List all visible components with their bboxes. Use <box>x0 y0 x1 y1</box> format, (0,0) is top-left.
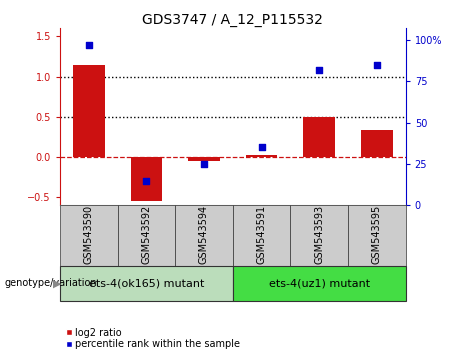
Text: GSM543595: GSM543595 <box>372 205 382 264</box>
Text: GSM543592: GSM543592 <box>142 205 151 264</box>
Text: GSM543593: GSM543593 <box>314 205 324 264</box>
Text: GSM543590: GSM543590 <box>84 205 94 264</box>
Bar <box>348 205 406 266</box>
Bar <box>60 266 233 301</box>
Bar <box>233 205 290 266</box>
Point <box>258 144 266 150</box>
Text: ets-4(uz1) mutant: ets-4(uz1) mutant <box>269 278 370 288</box>
Bar <box>130 157 162 201</box>
Bar <box>303 117 335 157</box>
Bar <box>246 155 278 157</box>
Bar <box>175 205 233 266</box>
Bar <box>118 205 175 266</box>
Bar <box>60 205 118 266</box>
Bar <box>361 131 393 157</box>
Text: ets-4(ok165) mutant: ets-4(ok165) mutant <box>89 278 204 288</box>
Bar <box>73 64 105 157</box>
Point <box>85 42 92 48</box>
Title: GDS3747 / A_12_P115532: GDS3747 / A_12_P115532 <box>142 13 323 27</box>
Text: GSM543591: GSM543591 <box>257 205 266 264</box>
Text: genotype/variation: genotype/variation <box>5 278 97 288</box>
Point <box>200 161 207 167</box>
Text: GSM543594: GSM543594 <box>199 205 209 264</box>
Point <box>373 62 381 68</box>
Point <box>142 178 150 183</box>
Point <box>315 67 323 73</box>
Legend: log2 ratio, percentile rank within the sample: log2 ratio, percentile rank within the s… <box>65 328 241 349</box>
Bar <box>290 205 348 266</box>
Bar <box>233 266 406 301</box>
Text: ▶: ▶ <box>53 278 62 288</box>
Bar <box>188 157 220 161</box>
